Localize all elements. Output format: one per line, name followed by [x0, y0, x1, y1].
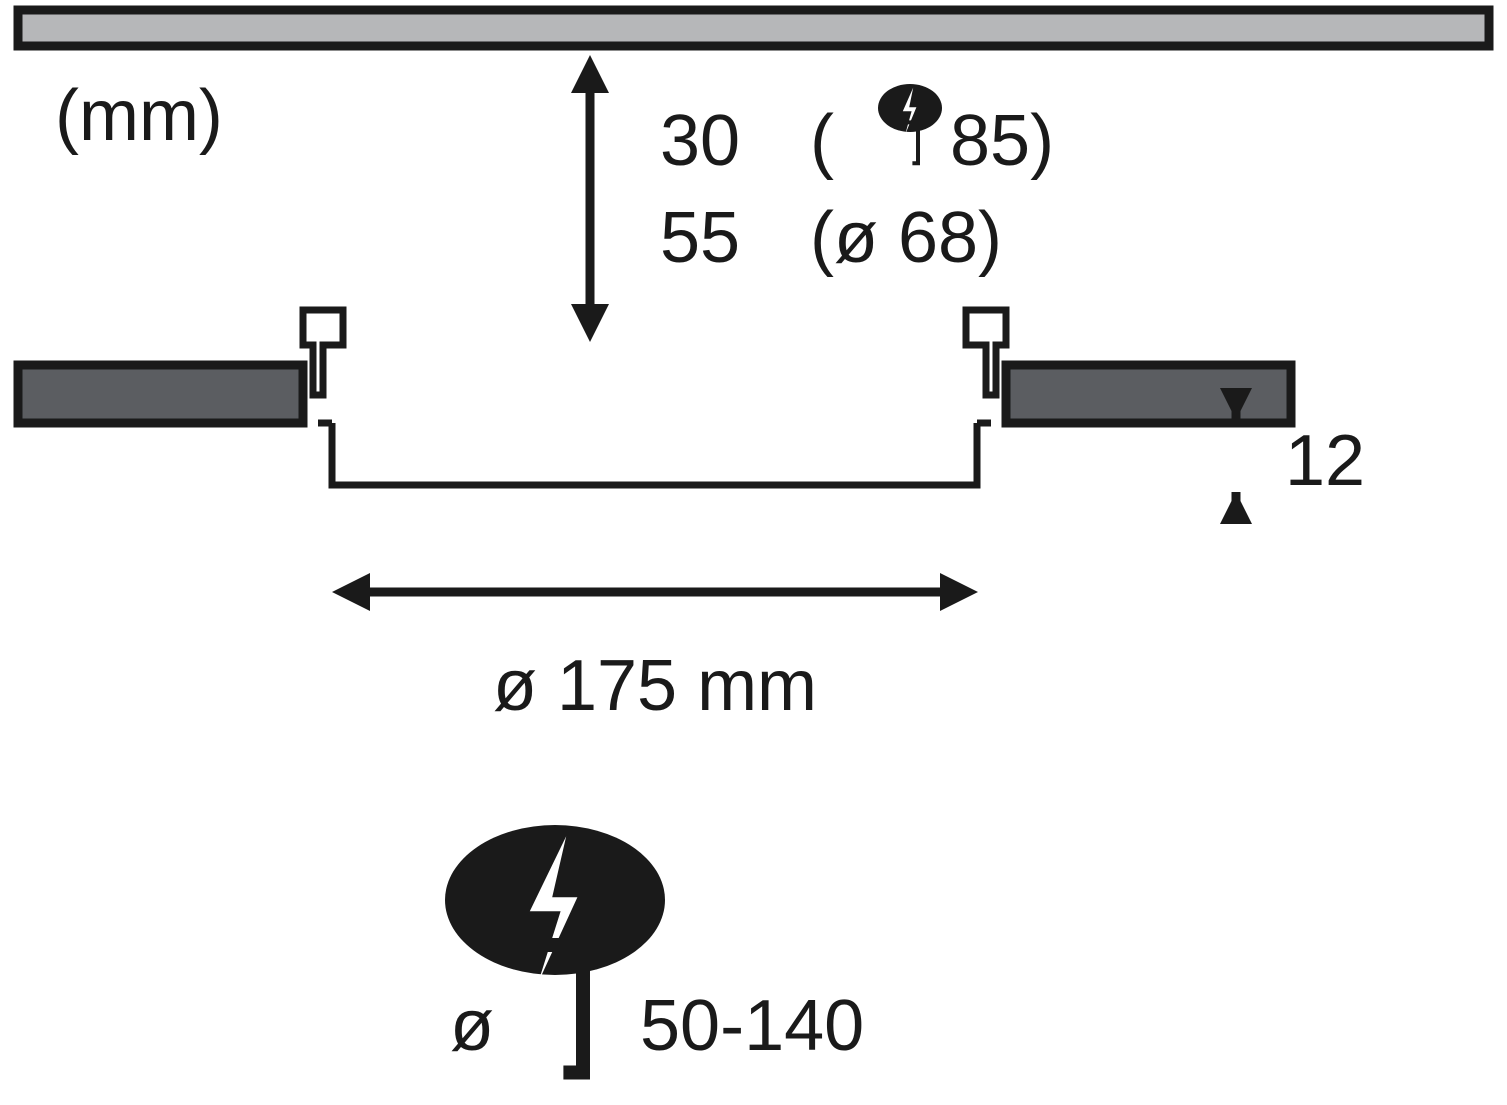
- bolt-icon-small: [878, 84, 942, 163]
- range-dia-label: ø50-140: [450, 986, 864, 1066]
- depth2-dia-label: (ø 68): [810, 198, 1002, 278]
- unit-label: (mm): [55, 76, 223, 156]
- thickness-label: 12: [1285, 421, 1365, 501]
- ceiling-bar: [18, 10, 1489, 46]
- spring-clip-left: [303, 310, 343, 395]
- depth1-label: 30: [660, 101, 740, 181]
- outer-dia-label: ø 175 mm: [493, 646, 817, 726]
- width-arrow: [332, 573, 978, 611]
- technical-diagram: (mm) 30 (85) 55 (ø 68) 12 ø 175 mm ø50-1…: [0, 0, 1507, 1100]
- depth-arrow: [571, 55, 609, 342]
- depth2-label: 55: [660, 198, 740, 278]
- panel-body: [332, 423, 977, 485]
- mount-surface-left: [18, 365, 303, 423]
- spring-clip-right: [966, 310, 1006, 395]
